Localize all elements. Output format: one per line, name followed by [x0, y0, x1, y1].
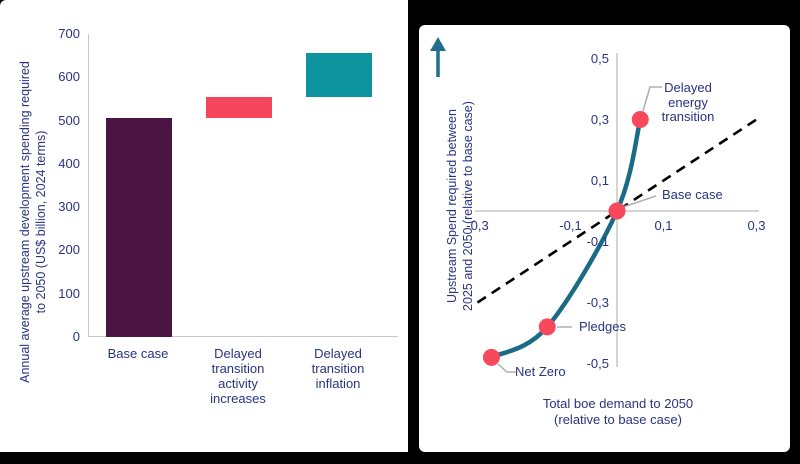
category-label: Delayed transition inflation [311, 346, 365, 391]
y-tick-label: 200 [58, 242, 80, 258]
right-x-axis-title-line2: (relative to base case) [554, 411, 682, 427]
waterfall-bar [106, 118, 172, 337]
scatter-chart-panel: Upstream Spend required between 2025 and… [419, 25, 790, 452]
category-label: Base case [107, 346, 169, 361]
y-tick-label: 400 [58, 155, 80, 171]
x-tick-label: 0,1 [654, 218, 673, 233]
y-tick-label: -0,5 [586, 355, 609, 371]
label-connector [642, 86, 662, 112]
y-tick-label: 600 [58, 69, 80, 85]
y-tick-label: 0 [72, 329, 80, 344]
label-connector [622, 195, 657, 208]
data-point-dot [608, 202, 626, 220]
label-connector [497, 363, 516, 373]
arrow-head [430, 37, 446, 51]
waterfall-bar [206, 96, 272, 119]
category-label: Delayed transition activity increases [210, 346, 266, 406]
right-x-axis-title: Total boe demand to 2050 (relative to ba… [432, 396, 800, 427]
data-point-dot [538, 318, 556, 336]
point-label: Delayed energy transition [661, 80, 715, 124]
point-label: Base case [662, 187, 723, 202]
data-point-dot [482, 348, 500, 366]
y-tick-label: 100 [58, 285, 80, 301]
waterfall-plot-area [88, 34, 398, 337]
data-point-dot [631, 111, 649, 128]
y-tick-label: 300 [58, 199, 80, 215]
point-label: Pledges [579, 319, 626, 334]
point-label: Net Zero [515, 364, 566, 379]
up-arrow-icon [430, 37, 446, 77]
y-tick-label: -0,3 [586, 294, 609, 310]
x-tick-label: -0,1 [559, 218, 582, 233]
scenario-curve [489, 117, 643, 360]
reference-dashed-line [476, 118, 758, 304]
y-tick-label: -0,1 [586, 233, 609, 249]
right-x-axis-title-line1: Total boe demand to 2050 [542, 396, 694, 411]
scatter-plot-canvas [475, 53, 759, 373]
y-tick-label: 0,1 [590, 172, 609, 188]
y-tick-label: 500 [58, 112, 80, 128]
y-tick-label: 0,3 [590, 111, 609, 127]
x-tick-label: 0,3 [747, 218, 766, 233]
left-y-axis-title-line1: Annual average upstream development spen… [18, 61, 32, 383]
waterfall-bar [306, 53, 372, 97]
y-tick-label: 700 [58, 26, 80, 41]
y-tick-label: 0,5 [590, 50, 609, 66]
x-tick-label: -0,3 [466, 218, 489, 233]
waterfall-chart-panel: Annual average upstream development spen… [0, 0, 408, 452]
